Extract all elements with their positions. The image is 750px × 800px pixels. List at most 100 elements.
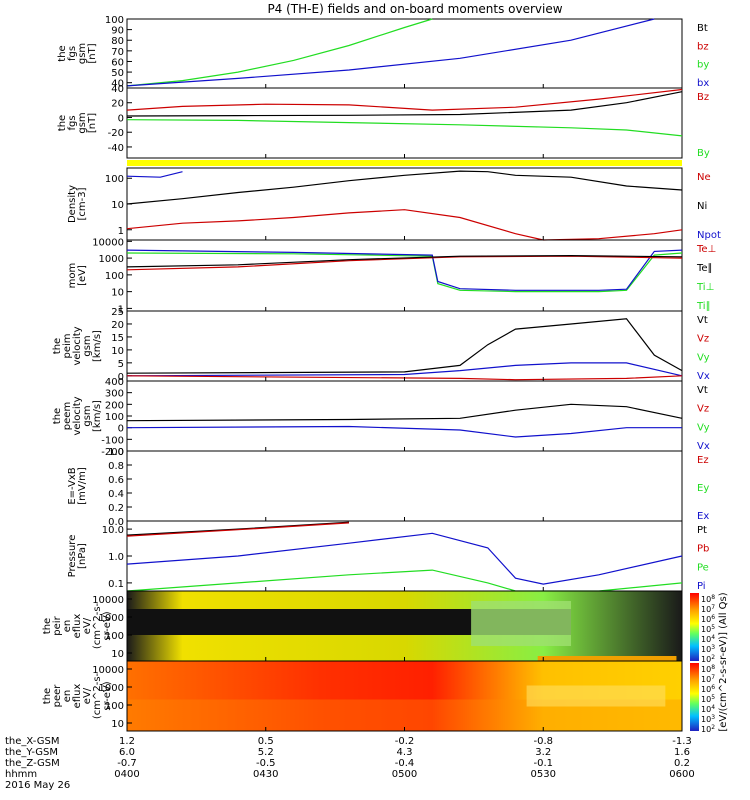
y-axis-label: peim [62,333,73,358]
series-Te∥ [126,254,683,268]
y-axis-label: en [62,620,73,633]
footer-tick-x: 0.5 [258,736,274,747]
legend-Vt: Vt [697,385,708,396]
y-axis-label: gsm [82,335,93,356]
series-Ti⊥ [126,252,683,293]
y-axis-label: peem [62,402,73,430]
legend-Ex: Ex [697,511,709,522]
series-Vt [126,403,683,422]
footer-tick-y: 4.3 [397,747,413,758]
y-tick-label: 15 [111,333,124,344]
colorbar-lower-tick: 108 [701,664,715,675]
y-tick-label: -200 [101,447,124,458]
series-bx [126,18,655,87]
footer-tick-z: -0.7 [117,758,137,769]
y-tick-label: 200 [105,400,124,411]
legend-Ne: Ne [697,172,711,183]
legend-Te⊥: Te⊥ [696,244,716,255]
legend-Vy: Vy [697,422,710,433]
colorbar-lower-tick: 106 [701,684,715,695]
footer-tick-z: -0.5 [256,758,276,769]
y-axis-label: the [42,618,53,634]
footer-tick-y: 1.6 [674,747,690,758]
series-By [126,119,683,137]
y-tick-label: 10 [111,200,124,211]
y-tick-label: 100 [105,412,124,423]
y-tick-label: 10 [111,288,124,299]
y-tick-label: 10 [111,649,124,660]
y-tick-label: 100 [105,174,124,185]
y-axis-label: the [42,688,53,704]
y-tick-label: 0.6 [108,475,124,486]
y-axis-label: sr-eV) [102,611,113,640]
y-tick-label: 80 [111,36,124,47]
footer-row-label: the_X-GSM [5,736,59,747]
y-tick-label: 400 [105,377,124,388]
y-tick-label: 0.2 [108,503,124,514]
y-axis-label: eV/ [82,687,93,704]
y-axis-label: sr-eV) [102,681,113,710]
y-tick-label: 0 [118,372,124,383]
y-axis-label: mom [67,263,78,289]
colorbar-upper-tick: 108 [701,594,715,605]
panel-frame [126,450,683,522]
panel-efield: 1.0 0.8 0.6 0.4 0.2 0.0 E=-VxB [mV/m] Ez Ey Ex [67,447,709,528]
y-axis-label: [nPa] [77,543,88,569]
legend-Npot: Npot [697,230,721,241]
y-tick-label: 300 [105,389,124,400]
y-tick-label: 50 [111,68,124,79]
legend-Te∥: Te∥ [696,263,713,274]
legend-bx: bx [697,78,709,89]
y-axis-label: [cm-3] [77,187,88,220]
quality-flag-bar [127,160,682,166]
footer-tick-t: 0600 [669,769,694,780]
colorbar-upper-tick: 106 [701,614,715,625]
legend-Vx: Vx [697,441,710,452]
legend-Bt: Bt [697,23,708,34]
series-Vx [126,425,682,438]
footer-tick-y: 5.2 [258,747,274,758]
footer-row-label: the_Z-GSM [5,758,60,769]
y-tick-label: 0.4 [108,489,124,500]
series-Pi [126,532,683,585]
y-axis-label: velocity [72,396,83,435]
series-Bz [126,88,683,111]
series-by [126,18,433,87]
legend-bz: bz [697,41,709,52]
panel-pressure: 10.0 1.0 0.1 Pressure [nPa] Pt Pb Pe Pi [67,520,709,592]
footer-row-label: 2016 May 26 [5,780,70,791]
legend-Ti⊥: Ti⊥ [696,282,714,293]
legend-by: by [697,60,709,71]
legend-Vz: Vz [697,404,709,415]
series-Ti∥ [126,249,683,291]
legend-Pi: Pi [697,581,706,592]
colorbar-lower-tick: 103 [701,714,715,725]
legend-Ey: Ey [697,483,709,494]
panel-velocity_ei: 25 20 15 10 5 0 the peim velocity gsm [km/s] Vt Vz Vy… [52,307,710,383]
y-tick-label: 20 [111,99,124,110]
footer-tick-y: 6.0 [119,747,135,758]
y-tick-label: 90 [111,26,124,37]
panel-fgs_gsm: 40 20 0 -20 -40 the fgs gsm [nT] Bz By [57,84,710,159]
colorbar-upper-tick: 107 [701,604,715,615]
panel-frame [126,167,683,241]
series-Bx [126,91,683,117]
y-axis-label: velocity [72,326,83,365]
y-axis-label: E=-VxB [67,467,78,504]
footer-tick-x: -0.2 [395,736,415,747]
y-tick-label: 1.0 [108,447,124,458]
y-tick-label: 100 [105,15,124,26]
y-tick-label: 40 [111,84,124,95]
y-tick-label: 10 [111,719,124,730]
y-tick-label: 10 [111,346,124,357]
series-Pb [126,522,350,537]
y-tick-label: -40 [108,143,124,154]
y-tick-label: 100 [105,271,124,282]
series-Npot [126,171,183,178]
y-axis-label: [nT] [87,43,98,63]
y-axis-label: gsm [77,43,88,64]
y-tick-label: 1000 [99,254,124,265]
